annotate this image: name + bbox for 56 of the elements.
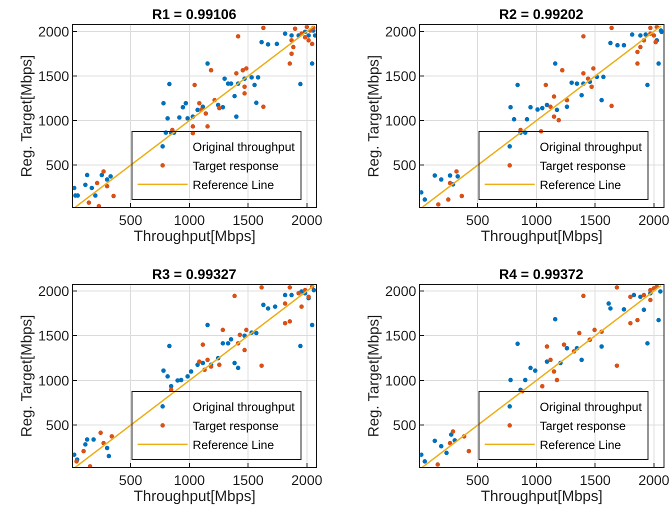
legend-label: Original throughput xyxy=(540,400,642,414)
x-tick-label: 500 xyxy=(118,212,142,228)
x-tick-label: 1500 xyxy=(580,212,611,228)
chart-title: R2 = 0.99202 xyxy=(499,6,584,22)
y-axis-title: Reg. Target[Mbps] xyxy=(365,55,382,178)
legend-label: Reference Line xyxy=(540,438,622,452)
legend-label: Reference Line xyxy=(540,178,622,192)
y-tick-label: 2000 xyxy=(38,282,70,299)
legend-label: Reference Line xyxy=(192,438,274,452)
legend-label: Target response xyxy=(540,419,626,434)
chart-title: R3 = 0.99327 xyxy=(152,266,237,282)
x-axis-title: Throughput[Mbps] xyxy=(134,228,256,245)
y-tick-label: 2000 xyxy=(385,23,416,40)
legend-label: Original throughput xyxy=(192,140,296,154)
y-tick-label: 500 xyxy=(392,417,417,434)
x-tick-label: 500 xyxy=(466,212,490,228)
y-tick-label: 1000 xyxy=(38,112,70,129)
y-tick-label: 500 xyxy=(46,417,70,434)
x-tick-label: 2000 xyxy=(291,472,323,488)
x-tick-label: 500 xyxy=(118,472,142,488)
x-tick-label: 1500 xyxy=(580,472,611,488)
chart-title: R1 = 0.99106 xyxy=(152,6,237,22)
y-axis-title: Reg. Target[Mbps] xyxy=(18,314,36,438)
x-tick-label: 2000 xyxy=(638,472,670,488)
legend-label: Target response xyxy=(192,159,280,174)
x-tick-label: 2000 xyxy=(291,212,323,228)
x-tick-label: 1500 xyxy=(232,212,264,228)
x-tick-label: 1500 xyxy=(232,472,264,488)
y-tick-label: 1500 xyxy=(385,68,416,84)
legend-label: Target response xyxy=(192,419,280,434)
y-tick-label: 1000 xyxy=(385,372,416,388)
x-tick-label: 2000 xyxy=(638,212,670,228)
chart-title: R4 = 0.99372 xyxy=(499,266,584,282)
legend-label: Original throughput xyxy=(192,400,296,414)
y-tick-label: 2000 xyxy=(38,23,70,40)
x-tick-label: 500 xyxy=(466,472,490,488)
x-tick-label: 1000 xyxy=(520,212,552,228)
y-axis-title: Reg. Target[Mbps] xyxy=(365,314,382,438)
y-tick-label: 1500 xyxy=(38,328,70,344)
x-tick-label: 1000 xyxy=(174,212,206,228)
x-axis-title: Throughput[Mbps] xyxy=(480,488,603,506)
y-tick-label: 2000 xyxy=(385,282,416,299)
y-tick-label: 500 xyxy=(392,157,417,174)
y-tick-label: 1000 xyxy=(38,372,70,388)
x-tick-label: 1000 xyxy=(520,472,552,488)
x-axis-title: Throughput[Mbps] xyxy=(134,488,256,506)
legend-label: Original throughput xyxy=(540,140,642,154)
legend-label: Reference Line xyxy=(192,178,274,192)
y-tick-label: 500 xyxy=(46,157,70,174)
legend-label: Target response xyxy=(540,159,626,174)
y-axis-title: Reg. Target[Mbps] xyxy=(18,55,36,178)
y-tick-label: 1500 xyxy=(38,68,70,84)
x-axis-title: Throughput[Mbps] xyxy=(480,228,603,245)
x-tick-label: 1000 xyxy=(174,472,206,488)
y-tick-label: 1500 xyxy=(385,328,416,344)
y-tick-label: 1000 xyxy=(385,112,416,129)
